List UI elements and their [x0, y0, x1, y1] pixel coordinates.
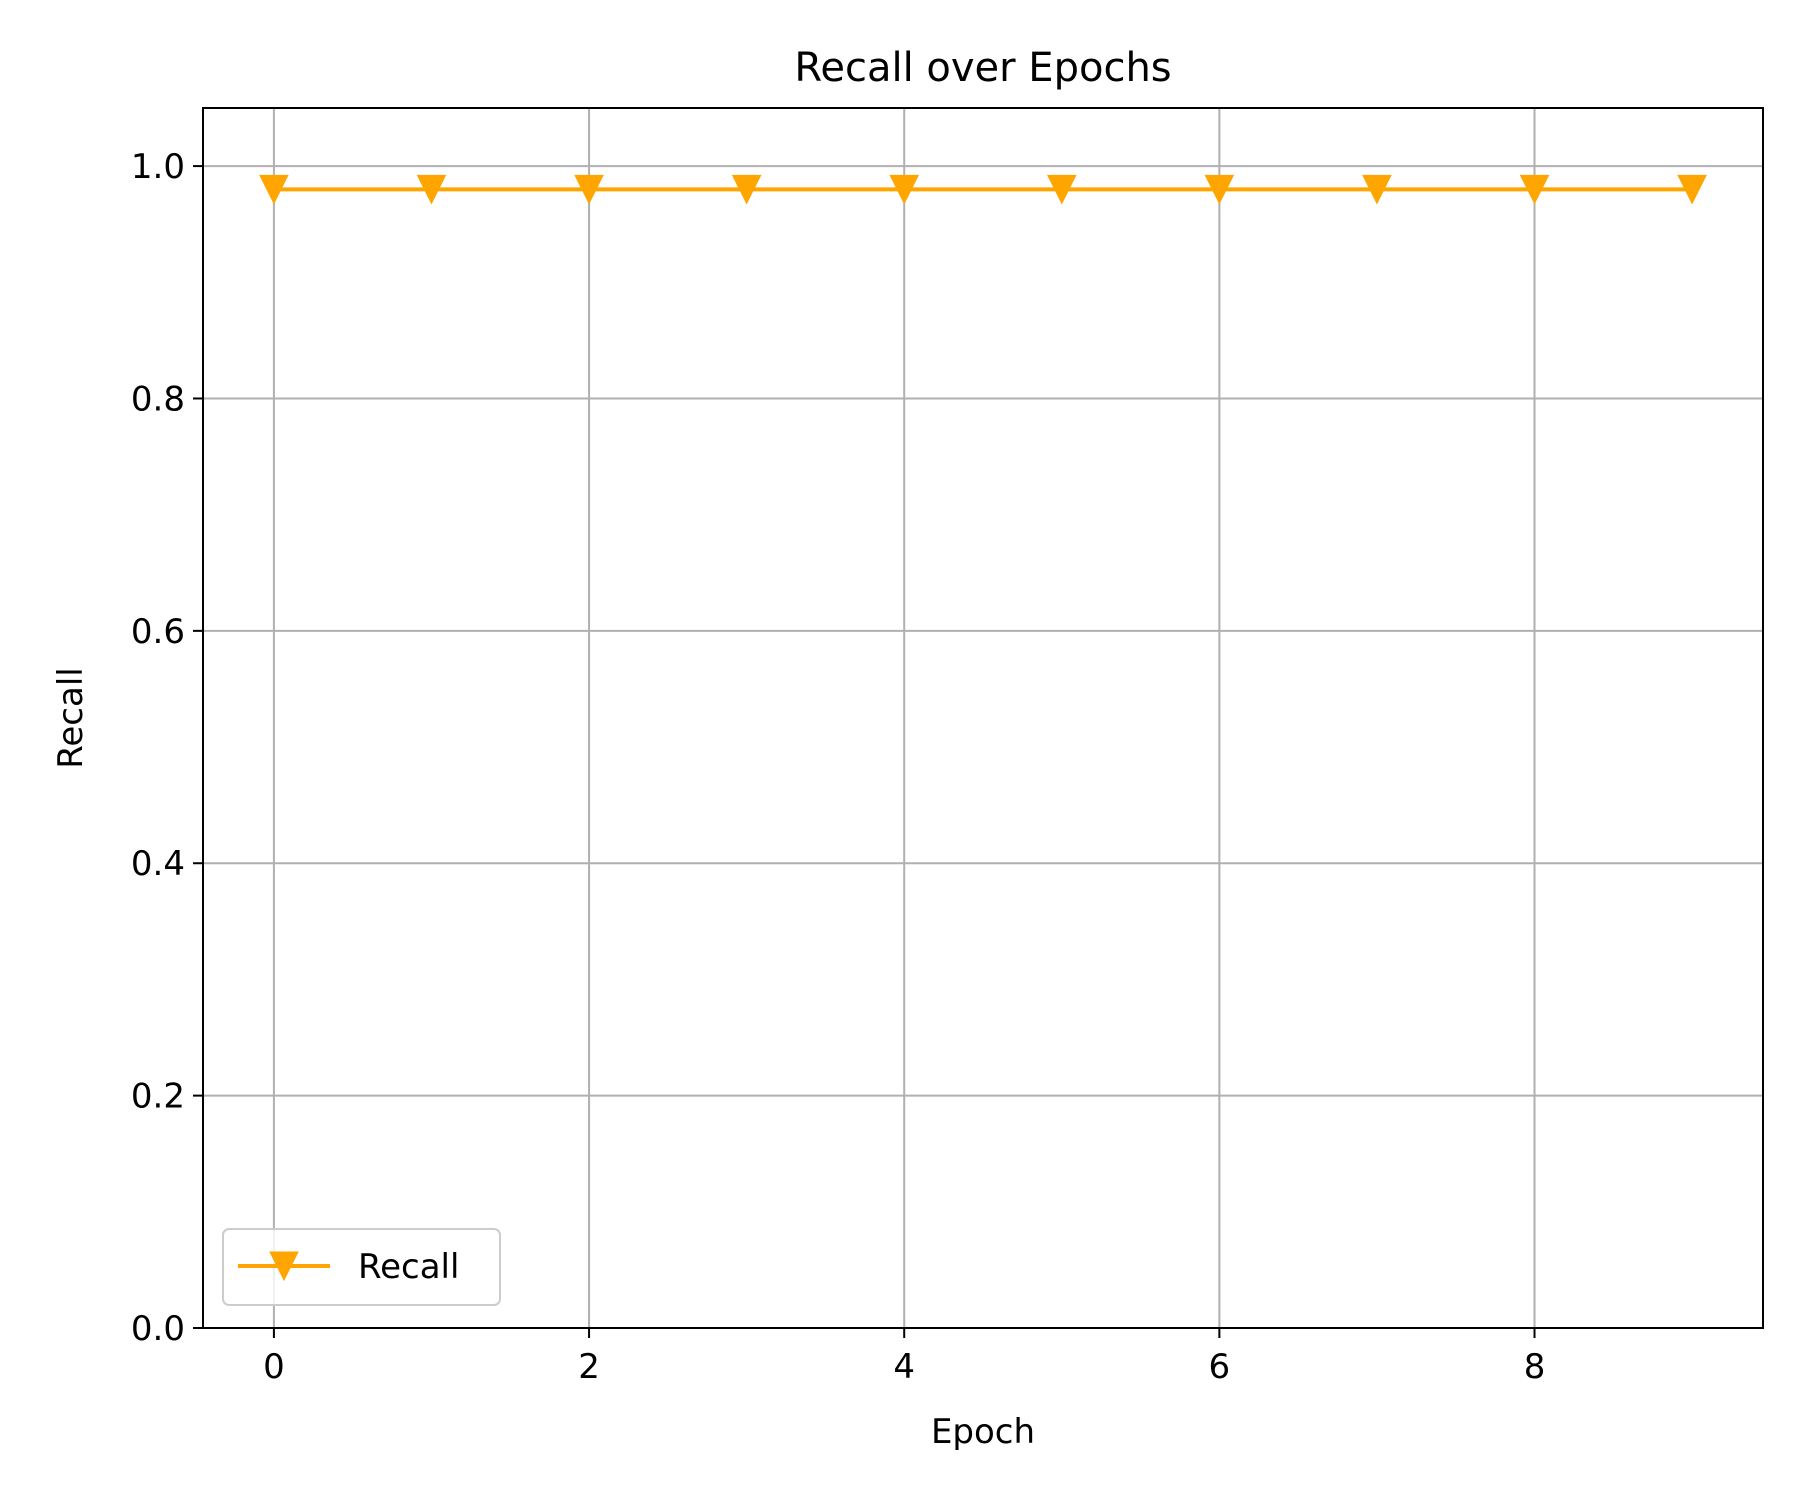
data-point-marker	[1046, 174, 1077, 205]
data-point-marker	[1204, 174, 1235, 205]
data-point-marker	[1519, 174, 1550, 205]
x-tick-label: 6	[1209, 1347, 1231, 1387]
chart-title: Recall over Epochs	[794, 45, 1171, 91]
data-point-marker	[1677, 174, 1707, 205]
data-point-marker	[259, 174, 289, 205]
legend-box	[222, 1228, 501, 1306]
data-point-marker	[574, 174, 604, 205]
y-axis-label: Recall	[51, 667, 91, 768]
x-tick-label: 2	[578, 1347, 600, 1387]
y-tick-label: 0.0	[131, 1309, 185, 1349]
x-tick-label: 0	[263, 1347, 285, 1387]
data-point-marker	[1362, 174, 1392, 205]
y-ticks: 0.0 0.2 0.4 0.6 0.8 1.0	[131, 147, 203, 1349]
data-point-marker	[416, 174, 447, 205]
plot-frame	[202, 107, 1764, 1329]
x-tick-label: 8	[1524, 1347, 1546, 1387]
x-tick-label: 4	[893, 1347, 915, 1387]
series-layer	[259, 174, 1707, 205]
legend-marker	[269, 1251, 299, 1282]
legend-label: Recall	[358, 1247, 459, 1287]
grid-lines	[203, 108, 1763, 1329]
legend: Recall	[222, 1228, 501, 1306]
data-point-marker	[889, 174, 920, 205]
x-ticks: 0 2 4 6 8	[263, 1328, 1545, 1387]
y-tick-label: 1.0	[131, 147, 185, 187]
data-point-marker	[731, 174, 762, 205]
y-tick-label: 0.8	[131, 379, 185, 419]
x-axis-label: Epoch	[931, 1412, 1035, 1452]
y-tick-label: 0.2	[131, 1077, 185, 1117]
y-tick-label: 0.6	[131, 612, 185, 652]
y-tick-label: 0.4	[131, 844, 185, 884]
